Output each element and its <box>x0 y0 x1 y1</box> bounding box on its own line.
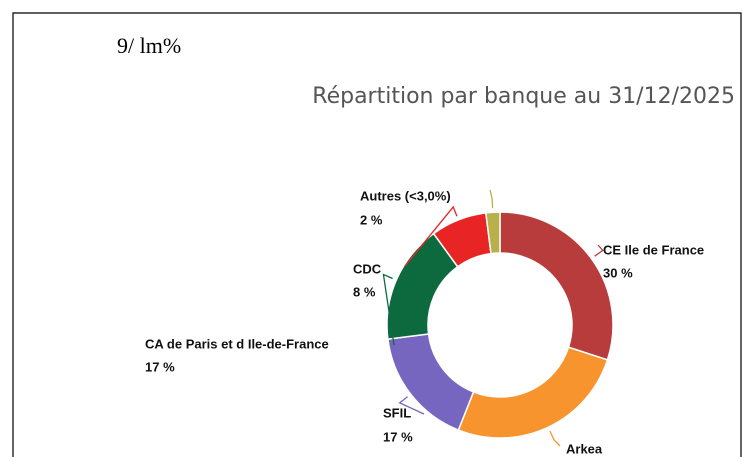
slice-label: Arkea <box>566 441 603 456</box>
slice-label: CE Ile de France <box>603 242 704 257</box>
slice-label: SFIL <box>383 405 411 420</box>
value-label: 17 % <box>383 429 413 444</box>
value-label: 8 % <box>353 284 376 299</box>
donut-segment <box>484 211 501 255</box>
donut-segment <box>457 346 609 439</box>
leader-line <box>382 273 395 346</box>
chart-title: Répartition par banque au 31/12/2025 <box>312 84 735 109</box>
value-label: 30 % <box>603 265 633 280</box>
slice-label: Autres (<3,0%) <box>360 188 451 203</box>
leader-line <box>594 244 604 257</box>
header-text: 9/ lm% <box>117 33 181 58</box>
slice-label: CA de Paris et d Ile-de-France <box>145 336 329 351</box>
leader-line <box>404 205 458 267</box>
leader-line <box>549 430 561 447</box>
slice-label: CDC <box>353 261 382 276</box>
value-label: 17 % <box>145 359 175 374</box>
leader-line <box>398 396 425 415</box>
donut-segment <box>499 211 614 361</box>
value-label: 2 % <box>360 212 383 227</box>
leader-line <box>489 189 494 209</box>
frame <box>12 12 742 457</box>
